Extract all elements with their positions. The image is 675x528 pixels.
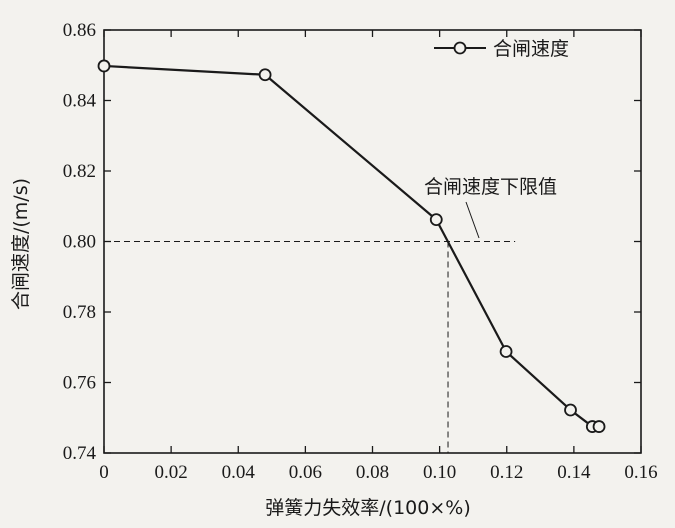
x-tick-label: 0 (99, 462, 109, 483)
series-group (97, 59, 606, 433)
data-point (97, 59, 111, 73)
data-point (564, 403, 577, 417)
x-tick-label: 0.10 (423, 462, 456, 483)
x-tick-label: 0.16 (624, 462, 657, 483)
x-tick-label: 0.14 (557, 462, 591, 483)
data-point (258, 68, 272, 82)
x-tick-label: 0.02 (155, 462, 188, 483)
y-tick-label: 0.86 (63, 20, 96, 41)
legend-label: 合闸速度 (493, 38, 569, 60)
x-tick-label: 0.06 (289, 462, 322, 483)
y-tick-label: 0.84 (63, 91, 97, 112)
y-tick-label: 0.76 (63, 373, 96, 394)
y-axis-title: 合闸速度/(m/s) (10, 178, 32, 310)
y-axis-ticks: 0.74 0.76 0.78 0.80 0.82 0.84 0.86 (63, 20, 641, 464)
series-line (103, 64, 600, 428)
legend-marker (453, 41, 467, 55)
reference-leader-line (465, 201, 480, 239)
y-tick-label: 0.82 (63, 161, 96, 182)
y-tick-label: 0.74 (63, 443, 97, 464)
data-point (499, 345, 513, 358)
reference-lines (104, 201, 516, 453)
x-tick-label: 0.12 (490, 462, 523, 483)
y-tick-label: 0.80 (63, 232, 96, 253)
data-point (592, 420, 606, 433)
y-tick-label: 0.78 (63, 302, 96, 323)
x-axis-ticks: 0 0.02 0.04 0.06 0.08 0.10 0.12 0.14 0.16 (99, 30, 658, 483)
x-axis-title: 弹簧力失效率/(100×%) (265, 497, 470, 519)
x-tick-label: 0.08 (356, 462, 389, 483)
legend: 合闸速度 (434, 38, 569, 60)
data-point (429, 213, 443, 227)
x-tick-label: 0.04 (222, 462, 256, 483)
reference-line-label: 合闸速度下限值 (424, 176, 557, 198)
